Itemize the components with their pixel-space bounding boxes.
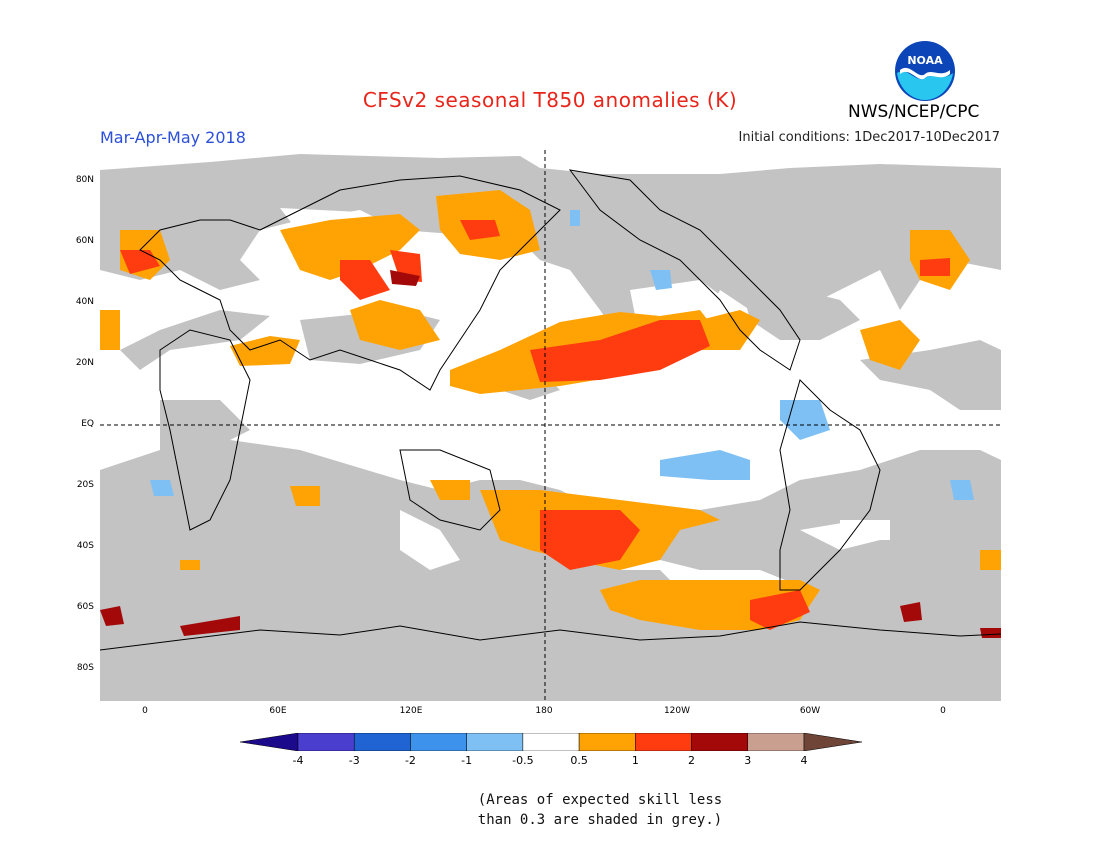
colorbar-box: [635, 733, 692, 751]
map-title: CFSv2 seasonal T850 anomalies (K): [362, 88, 738, 112]
lon-tick-60w: 60W: [799, 706, 821, 716]
skill-note-line2: than 0.3 are shaded in grey.): [477, 812, 723, 828]
colorbar-label: -1: [461, 754, 473, 767]
initial-conditions-label: Initial conditions: 1Dec2017-10Dec2017: [738, 130, 1000, 145]
colorbar-label: 1: [631, 754, 639, 767]
lat-tick-60s: 60S: [76, 602, 94, 612]
colorbar-label: 4: [800, 754, 808, 767]
skill-note-line1: (Areas of expected skill less: [477, 792, 723, 808]
noaa-logo-text: NOAA: [907, 54, 943, 67]
lat-tick-60n: 60N: [75, 236, 94, 246]
skill-mask-grey: [100, 154, 1001, 701]
colorbar-box: [297, 733, 355, 751]
agency-label: NWS/NCEP/CPC: [848, 102, 980, 122]
colorbar-label: -3: [348, 754, 360, 767]
lon-tick-120e: 120E: [399, 706, 423, 716]
lat-tick-80n: 80N: [75, 175, 94, 185]
colorbar-box: [578, 733, 636, 751]
colorbar-arrow-high: [803, 733, 862, 751]
lon-tick-0: 0: [142, 706, 148, 716]
lat-tick-eq: EQ: [81, 419, 94, 429]
colorbar-label: 2: [688, 754, 696, 767]
lon-tick-180: 180: [535, 706, 553, 716]
coastlines: [100, 169, 1001, 651]
warm-anomaly-2-3: [100, 270, 1001, 638]
lat-tick-80s: 80S: [76, 663, 94, 673]
colorbar-arrow-low: [240, 733, 299, 751]
colorbar-box: [353, 733, 411, 751]
colorbar-box: [410, 733, 467, 751]
lat-tick-20n: 20N: [75, 358, 94, 368]
warm-anomaly-1-2: [120, 220, 950, 630]
colorbar-label: 3: [744, 754, 752, 767]
season-label: Mar-Apr-May 2018: [100, 128, 246, 147]
cool-anomaly-0.5-1: [150, 210, 974, 500]
colorbar-box: [466, 733, 524, 751]
anomaly-map: [100, 150, 1001, 701]
lat-tick-20s: 20S: [76, 480, 94, 490]
lat-tick-40s: 40S: [76, 541, 94, 551]
grid-lines: [100, 150, 1001, 701]
colorbar-label: -0.5: [512, 754, 534, 767]
lon-tick-0-east: 0: [940, 706, 946, 716]
colorbar: [240, 733, 862, 751]
lon-tick-120w: 120W: [663, 706, 691, 716]
colorbar-box: [522, 733, 580, 751]
lon-tick-60e: 60E: [269, 706, 287, 716]
colorbar-box: [747, 733, 805, 751]
colorbar-label: 0.5: [570, 754, 588, 767]
colorbar-box: [691, 733, 749, 751]
lat-tick-40n: 40N: [75, 297, 94, 307]
colorbar-label: -2: [404, 754, 416, 767]
colorbar-label: -4: [292, 754, 304, 767]
noaa-logo: NOAA: [895, 41, 955, 101]
